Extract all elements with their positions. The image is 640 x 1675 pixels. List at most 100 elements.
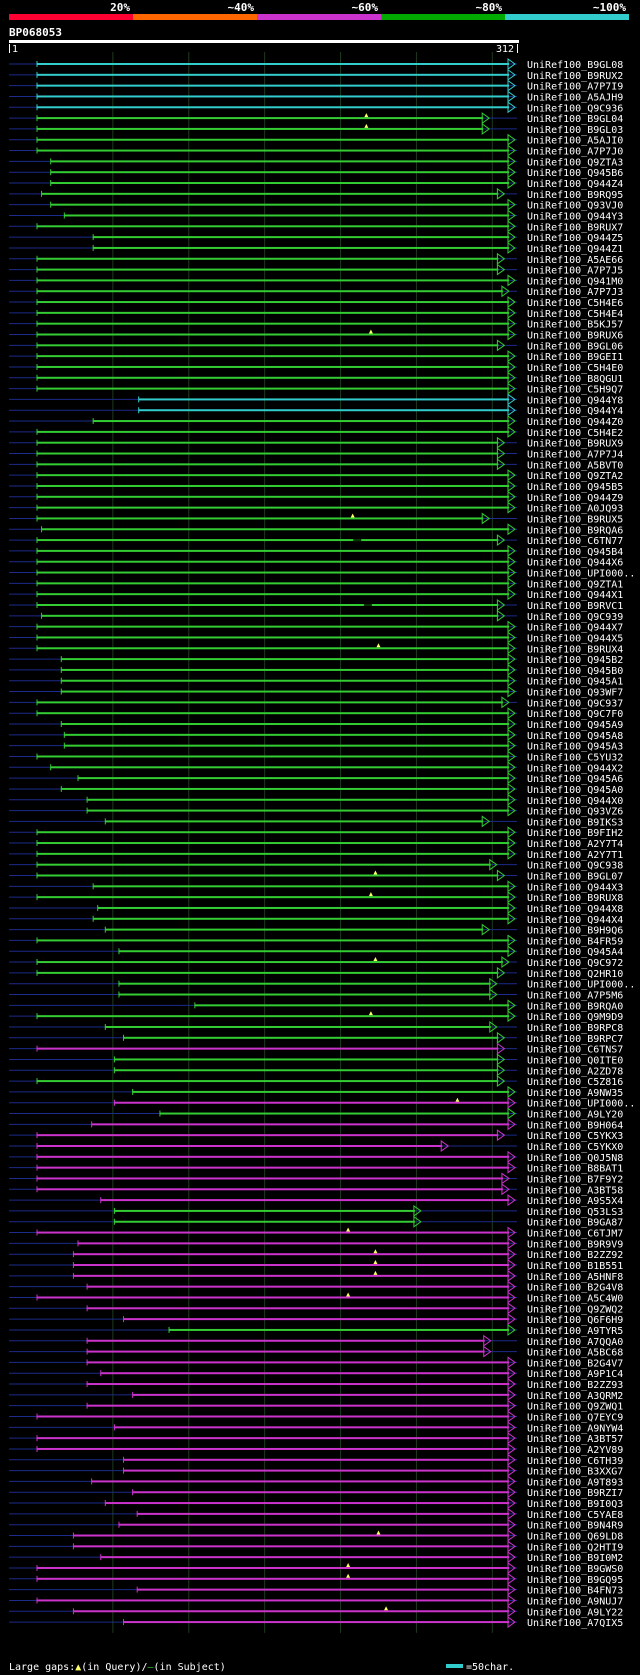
hit-label[interactable]: UniRef100_C6TN77: [527, 536, 623, 547]
hit-label[interactable]: UniRef100_B9RUX7: [527, 222, 623, 233]
hit-label[interactable]: UniRef100_Q941M0: [527, 276, 623, 287]
hit-label[interactable]: UniRef100_B9RUX6: [527, 331, 623, 342]
hit-label[interactable]: UniRef100_Q0J5N8: [527, 1153, 623, 1164]
hit-label[interactable]: UniRef100_C5H9Q7: [527, 385, 623, 396]
hit-label[interactable]: UniRef100_B8QGU1: [527, 374, 623, 385]
hit-label[interactable]: UniRef100_Q9ZTA3: [527, 157, 623, 168]
hit-label[interactable]: UniRef100_B9GL08: [527, 60, 623, 71]
hit-label[interactable]: UniRef100_B9N4R9: [527, 1521, 623, 1532]
hit-label[interactable]: UniRef100_C5YAE8: [527, 1510, 623, 1521]
hit-label[interactable]: UniRef100_B4FN73: [527, 1586, 623, 1597]
hit-label[interactable]: UniRef100_Q93VJ0: [527, 201, 623, 212]
hit-label[interactable]: UniRef100_A5AJH9: [527, 92, 623, 103]
hit-label[interactable]: UniRef100_Q9M9D9: [527, 1012, 623, 1023]
hit-label[interactable]: UniRef100_B5KJ57: [527, 320, 623, 331]
hit-label[interactable]: UniRef100_A2Y7T1: [527, 850, 623, 861]
hit-label[interactable]: UniRef100_A2ZD78: [527, 1066, 623, 1077]
hit-label[interactable]: UniRef100_A7QIX5: [527, 1618, 623, 1629]
hit-label[interactable]: UniRef100_Q53LS3: [527, 1207, 623, 1218]
hit-label[interactable]: UniRef100_B9GL06: [527, 341, 623, 352]
hit-label[interactable]: UniRef100_UPI000..: [527, 1099, 635, 1110]
hit-label[interactable]: UniRef100_Q93VZ6: [527, 807, 623, 818]
hit-label[interactable]: UniRef100_B9RVC1: [527, 601, 623, 612]
hit-label[interactable]: UniRef100_Q944X5: [527, 633, 623, 644]
hit-label[interactable]: UniRef100_Q944X0: [527, 796, 623, 807]
hit-label[interactable]: UniRef100_A9S5X4: [527, 1196, 623, 1207]
hit-label[interactable]: UniRef100_A9NYW4: [527, 1423, 623, 1434]
hit-label[interactable]: UniRef100_Q944Y4: [527, 406, 623, 417]
hit-label[interactable]: UniRef100_Q944Z4: [527, 179, 623, 190]
hit-label[interactable]: UniRef100_Q944X7: [527, 623, 623, 634]
hit-label[interactable]: UniRef100_Q944X3: [527, 882, 623, 893]
hit-label[interactable]: UniRef100_A9LY20: [527, 1110, 623, 1121]
hit-label[interactable]: UniRef100_A3BT57: [527, 1434, 623, 1445]
hit-label[interactable]: UniRef100_B9RPC8: [527, 1023, 623, 1034]
hit-label[interactable]: UniRef100_Q945A8: [527, 731, 623, 742]
hit-label[interactable]: UniRef100_C6TNS7: [527, 1045, 623, 1056]
hit-label[interactable]: UniRef100_Q2HTI9: [527, 1542, 623, 1553]
hit-label[interactable]: UniRef100_Q9ZWQ1: [527, 1402, 623, 1413]
hit-label[interactable]: UniRef100_B9RUX2: [527, 71, 623, 82]
hit-label[interactable]: UniRef100_B9GL04: [527, 114, 623, 125]
hit-label[interactable]: UniRef100_B9GA87: [527, 1218, 623, 1229]
hit-label[interactable]: UniRef100_Q944Z1: [527, 244, 623, 255]
hit-label[interactable]: UniRef100_B2ZZ92: [527, 1250, 623, 1261]
hit-label[interactable]: UniRef100_B7F9Y2: [527, 1174, 623, 1185]
hit-label[interactable]: UniRef100_B1B551: [527, 1261, 623, 1272]
hit-label[interactable]: UniRef100_B8BAT1: [527, 1164, 623, 1175]
hit-label[interactable]: UniRef100_C5H4E0: [527, 363, 623, 374]
hit-label[interactable]: UniRef100_B9GWS0: [527, 1564, 623, 1575]
hit-label[interactable]: UniRef100_B9IKS3: [527, 817, 623, 828]
hit-label[interactable]: UniRef100_Q9ZTA2: [527, 471, 623, 482]
hit-label[interactable]: UniRef100_C6TJM7: [527, 1229, 623, 1240]
hit-label[interactable]: UniRef100_A7P7J5: [527, 266, 623, 277]
hit-label[interactable]: UniRef100_Q9C939: [527, 612, 623, 623]
hit-label[interactable]: UniRef100_Q945B2: [527, 655, 623, 666]
hit-label[interactable]: UniRef100_B9RQA0: [527, 1001, 623, 1012]
hit-label[interactable]: UniRef100_A7QQA0: [527, 1337, 623, 1348]
hit-label[interactable]: UniRef100_B9RUX8: [527, 893, 623, 904]
hit-label[interactable]: UniRef100_A9NW35: [527, 1088, 623, 1099]
hit-label[interactable]: UniRef100_B9H064: [527, 1120, 623, 1131]
hit-label[interactable]: UniRef100_B2G4V7: [527, 1358, 623, 1369]
hit-label[interactable]: UniRef100_B9RUX9: [527, 439, 623, 450]
hit-label[interactable]: UniRef100_Q945B5: [527, 482, 623, 493]
hit-label[interactable]: UniRef100_A3QRM2: [527, 1391, 623, 1402]
hit-label[interactable]: UniRef100_A5BVT0: [527, 460, 623, 471]
hit-label[interactable]: UniRef100_B9R9V9: [527, 1239, 623, 1250]
hit-label[interactable]: UniRef100_A2YV89: [527, 1445, 623, 1456]
hit-label[interactable]: UniRef100_A7P5M6: [527, 991, 623, 1002]
hit-label[interactable]: UniRef100_Q9ZTA1: [527, 579, 623, 590]
hit-label[interactable]: UniRef100_Q944Y8: [527, 395, 623, 406]
hit-label[interactable]: UniRef100_C5H4E2: [527, 428, 623, 439]
hit-label[interactable]: UniRef100_A9TYR5: [527, 1326, 623, 1337]
hit-label[interactable]: UniRef100_Q93WF7: [527, 688, 623, 699]
hit-label[interactable]: UniRef100_B9RQA6: [527, 525, 623, 536]
hit-label[interactable]: UniRef100_A0JQ93: [527, 504, 623, 515]
hit-label[interactable]: UniRef100_Q7EYC9: [527, 1413, 623, 1424]
hit-label[interactable]: UniRef100_A9P1C4: [527, 1369, 623, 1380]
hit-label[interactable]: UniRef100_Q944X6: [527, 558, 623, 569]
hit-label[interactable]: UniRef100_B9GEI1: [527, 352, 623, 363]
hit-label[interactable]: UniRef100_Q2HR10: [527, 969, 623, 980]
hit-label[interactable]: UniRef100_A5AJI0: [527, 136, 623, 147]
hit-label[interactable]: UniRef100_Q945A3: [527, 742, 623, 753]
hit-label[interactable]: UniRef100_Q69LD8: [527, 1532, 623, 1543]
hit-label[interactable]: UniRef100_A5HNF8: [527, 1272, 623, 1283]
hit-label[interactable]: UniRef100_B9RQ95: [527, 190, 623, 201]
hit-label[interactable]: UniRef100_Q9ZWQ2: [527, 1304, 623, 1315]
hit-label[interactable]: UniRef100_Q9C972: [527, 958, 623, 969]
hit-label[interactable]: UniRef100_C5YKX3: [527, 1131, 623, 1142]
hit-label[interactable]: UniRef100_C5H4E4: [527, 309, 623, 320]
hit-label[interactable]: UniRef100_Q944X2: [527, 763, 623, 774]
hit-label[interactable]: UniRef100_A9LY22: [527, 1607, 623, 1618]
hit-label[interactable]: UniRef100_Q9C937: [527, 698, 623, 709]
hit-label[interactable]: UniRef100_Q945A4: [527, 947, 623, 958]
hit-label[interactable]: UniRef100_B9H9Q6: [527, 926, 623, 937]
hit-label[interactable]: UniRef100_UPI000..: [527, 569, 635, 580]
hit-label[interactable]: UniRef100_B9RUX5: [527, 514, 623, 525]
hit-label[interactable]: UniRef100_Q0ITE0: [527, 1055, 623, 1066]
hit-label[interactable]: UniRef100_C6TH39: [527, 1456, 623, 1467]
hit-label[interactable]: UniRef100_UPI000..: [527, 980, 635, 991]
hit-label[interactable]: UniRef100_C5YKX0: [527, 1142, 623, 1153]
